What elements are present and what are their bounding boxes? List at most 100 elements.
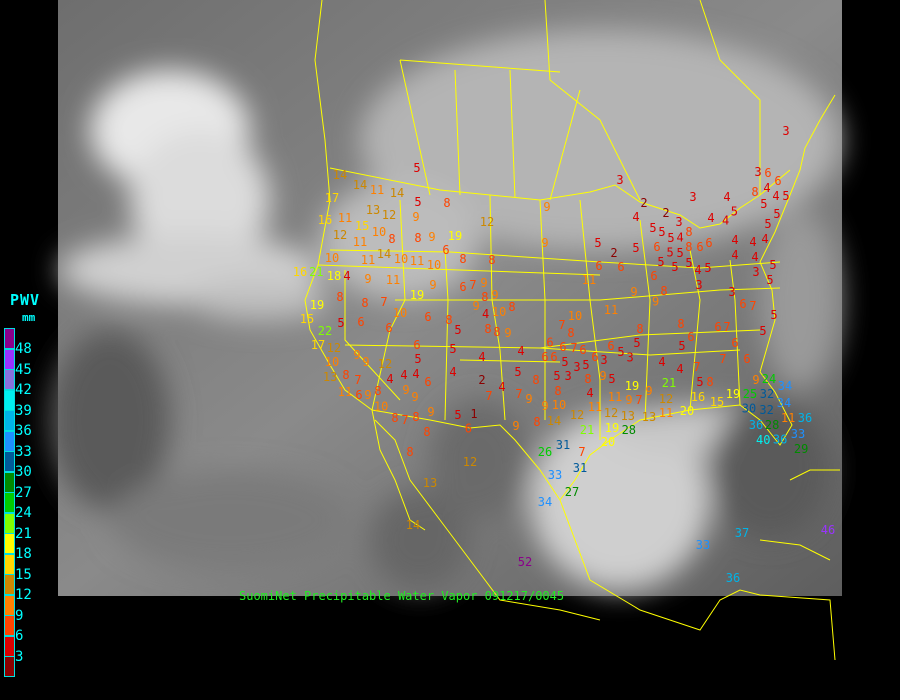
station-pwv-value: 6 <box>774 174 781 188</box>
station-pwv-value: 36 <box>798 411 812 425</box>
station-pwv-value: 14 <box>353 178 367 192</box>
station-pwv-value: 11 <box>338 385 352 399</box>
station-pwv-value: 8 <box>406 445 413 459</box>
station-pwv-value: 10 <box>372 225 386 239</box>
station-pwv-value: 11 <box>386 273 400 287</box>
legend-label: 42 <box>15 382 32 398</box>
station-pwv-value: 11 <box>781 411 795 425</box>
state-line <box>317 264 601 276</box>
station-pwv-value: 9 <box>362 355 369 369</box>
mexico-gulf-coast <box>559 499 836 661</box>
station-pwv-value: 8 <box>414 231 421 245</box>
station-pwv-value: 31 <box>573 461 587 475</box>
station-pwv-value: 11 <box>608 390 622 404</box>
legend-swatch <box>4 656 15 677</box>
station-pwv-value: 8 <box>532 373 539 387</box>
gulf-coast <box>559 371 793 501</box>
station-pwv-value: 6 <box>465 421 472 435</box>
station-pwv-value: 28 <box>765 418 779 432</box>
map-caption: SuomiNet Precipitable Water Vapor 091217… <box>239 589 565 603</box>
station-pwv-value: 6 <box>696 240 703 254</box>
legend-swatch <box>4 512 15 534</box>
station-pwv-value: 16 <box>691 390 705 404</box>
station-pwv-value: 3 <box>675 215 682 229</box>
station-pwv-value: 17 <box>325 191 339 205</box>
station-pwv-value: 6 <box>559 340 566 354</box>
station-pwv-value: 37 <box>735 526 749 540</box>
station-pwv-value: 9 <box>364 388 371 402</box>
station-pwv-value: 11 <box>361 253 375 267</box>
station-pwv-value: 11 <box>582 273 596 287</box>
station-pwv-value: 7 <box>469 278 476 292</box>
station-pwv-value: 5 <box>760 197 767 211</box>
station-pwv-value: 9 <box>412 210 419 224</box>
legend-swatch <box>4 430 15 452</box>
legend-unit: mm <box>22 311 36 324</box>
state-line <box>371 199 406 411</box>
station-pwv-value: 9 <box>504 326 511 340</box>
station-pwv-value: 22 <box>318 324 332 338</box>
state-line <box>689 249 701 411</box>
station-pwv-value: 9 <box>541 399 548 413</box>
station-pwv-value: 5 <box>514 365 521 379</box>
station-pwv-value: 6 <box>714 320 721 334</box>
station-pwv-value: 20 <box>601 435 615 449</box>
station-pwv-value: 7 <box>401 413 408 427</box>
station-pwv-value: 8 <box>685 240 692 254</box>
station-pwv-value: 2 <box>610 246 617 260</box>
station-pwv-value: 34 <box>777 396 791 410</box>
station-pwv-value: 7 <box>515 387 522 401</box>
station-pwv-value: 6 <box>459 280 466 294</box>
station-pwv-value: 6 <box>731 336 738 350</box>
station-pwv-value: 6 <box>739 297 746 311</box>
station-pwv-value: 19 <box>625 379 639 393</box>
station-pwv-value: 15 <box>300 312 314 326</box>
station-pwv-value: 4 <box>731 233 738 247</box>
legend-label: 18 <box>15 546 32 562</box>
station-pwv-value: 8 <box>584 372 591 386</box>
station-pwv-value: 4 <box>412 367 419 381</box>
station-pwv-value: 3 <box>616 173 623 187</box>
station-pwv-value: 6 <box>355 388 362 402</box>
station-pwv-value: 8 <box>567 326 574 340</box>
legend-swatch <box>4 348 15 370</box>
station-pwv-value: 4 <box>731 248 738 262</box>
station-pwv-value: 13 <box>642 410 656 424</box>
station-pwv-value: 2 <box>478 373 485 387</box>
station-pwv-value: 14 <box>377 247 391 261</box>
station-pwv-value: 30 <box>742 401 756 415</box>
station-pwv-value: 9 <box>472 299 479 313</box>
station-pwv-value: 3 <box>728 285 735 299</box>
station-pwv-value: 4 <box>400 368 407 382</box>
station-pwv-value: 36 <box>726 571 740 585</box>
station-pwv-value: 6 <box>705 236 712 250</box>
station-pwv-value: 19 <box>726 387 740 401</box>
station-pwv-value: 15 <box>710 395 724 409</box>
station-pwv-value: 9 <box>652 294 659 308</box>
legend-label: 6 <box>15 628 24 644</box>
state-line <box>459 359 561 363</box>
station-pwv-value: 9 <box>630 285 637 299</box>
station-pwv-value: 7 <box>635 393 642 407</box>
station-pwv-value: 8 <box>388 232 395 246</box>
station-pwv-value: 5 <box>454 408 461 422</box>
station-pwv-value: 4 <box>749 235 756 249</box>
legend-swatch <box>4 574 15 595</box>
station-pwv-value: 32 <box>759 403 773 417</box>
caribbean-islands <box>759 539 831 561</box>
station-pwv-value: 26 <box>538 445 552 459</box>
station-pwv-value: 4 <box>517 344 524 358</box>
station-pwv-value: 8 <box>391 411 398 425</box>
station-pwv-value: 40 <box>756 433 770 447</box>
station-pwv-value: 12 <box>378 357 392 371</box>
state-line <box>539 347 741 356</box>
station-pwv-value: 5 <box>782 189 789 203</box>
station-pwv-value: 11 <box>370 183 384 197</box>
east-coast <box>759 94 836 373</box>
station-pwv-value: 8 <box>361 296 368 310</box>
station-pwv-value: 29 <box>794 442 808 456</box>
station-pwv-value: 12 <box>333 228 347 242</box>
legend-swatch <box>4 492 15 513</box>
